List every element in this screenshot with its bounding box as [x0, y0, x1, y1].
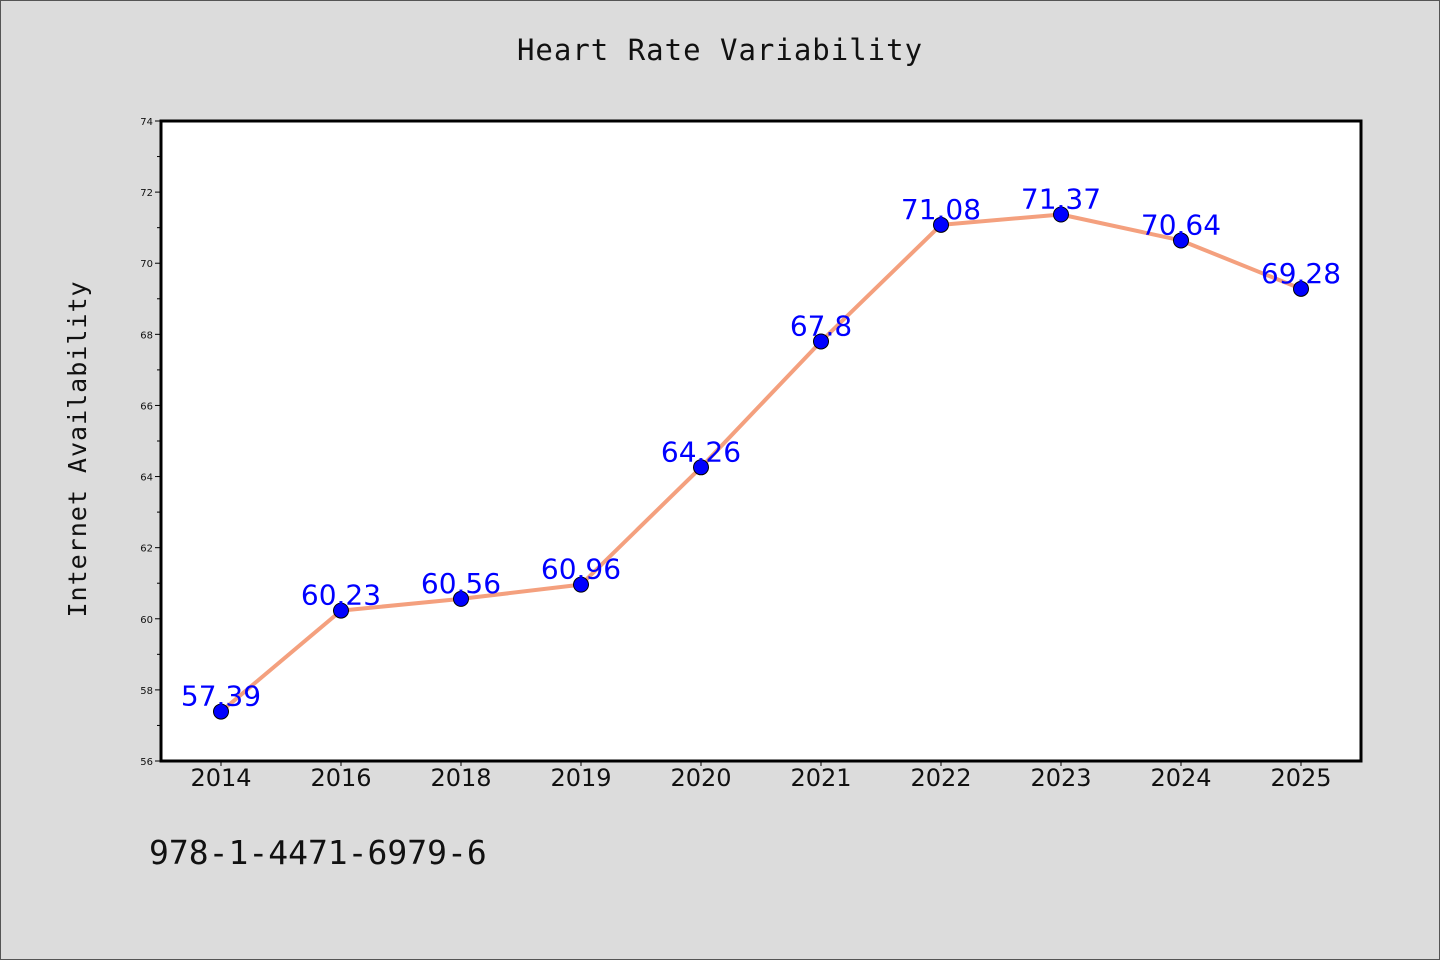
y-tick-label: 74: [140, 117, 153, 128]
y-tick-label: 72: [140, 188, 153, 199]
y-tick-label: 70: [140, 259, 153, 270]
data-label: 64.26: [661, 435, 741, 468]
data-label: 60.56: [421, 567, 501, 600]
data-label: 57.39: [181, 680, 261, 713]
y-tick-label: 60: [140, 615, 153, 626]
x-tick-label: 2014: [190, 764, 251, 792]
data-labels: 57.39 60.23 60.56 60.96 64.26 67.8 71.08 71.37 7…: [181, 183, 1341, 713]
data-label: 71.37: [1021, 183, 1101, 216]
data-label: 70.64: [1141, 208, 1221, 241]
data-label: 60.23: [301, 579, 381, 612]
data-label: 71.08: [901, 193, 981, 226]
data-point: [1053, 206, 1069, 223]
data-point: [333, 602, 349, 619]
x-tick-label: 2016: [310, 764, 371, 792]
y-tick-label: 64: [140, 473, 153, 484]
x-tick-label: 2023: [1030, 764, 1091, 792]
y-axis: 56 58 60 62 64 66 68 70 72 74: [140, 117, 161, 768]
data-point: [453, 590, 469, 607]
data-point: [1173, 232, 1189, 249]
series-markers: [213, 206, 1309, 720]
x-tick-label: 2020: [670, 764, 731, 792]
data-point: [933, 216, 949, 233]
data-point: [213, 703, 229, 720]
data-label: 69.28: [1261, 257, 1341, 290]
series-line: [219, 212, 1302, 714]
y-tick-label: 68: [140, 330, 153, 341]
y-tick-label: 58: [140, 686, 153, 697]
y-tick-label: 56: [140, 757, 153, 768]
data-point: [693, 459, 709, 476]
y-tick-label: 66: [140, 401, 153, 412]
x-tick-label: 2018: [430, 764, 491, 792]
plot-area: [159, 119, 1363, 763]
data-point: [1293, 280, 1309, 297]
y-axis-label: Internet Availability: [63, 280, 92, 617]
data-label: 67.8: [790, 309, 852, 342]
x-tick-label: 2025: [1270, 764, 1331, 792]
x-tick-label: 2024: [1150, 764, 1211, 792]
chart-title: Heart Rate Variability: [516, 33, 924, 67]
data-label: 60.96: [541, 553, 621, 586]
x-tick-label: 2022: [910, 764, 971, 792]
footer-isbn: 978-1-4471-6979-6: [149, 833, 487, 872]
data-point: [813, 333, 829, 350]
data-point: [573, 576, 589, 593]
x-tick-label: 2021: [790, 764, 851, 792]
series-line-group: [219, 212, 1302, 714]
x-axis: 2014 2016 2018 2019 2020 2021 2022 2023 2024 2025: [190, 761, 1332, 792]
x-tick-label: 2019: [550, 764, 611, 792]
y-tick-label: 62: [140, 544, 153, 555]
